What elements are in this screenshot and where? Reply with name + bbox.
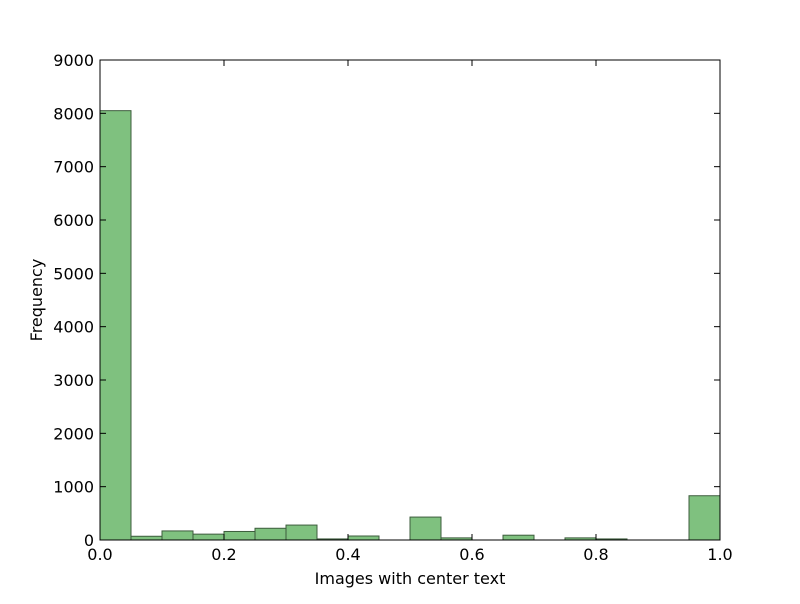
x-tick-label: 0.2 bbox=[211, 545, 236, 564]
histogram-bar bbox=[99, 110, 132, 541]
bars-group bbox=[99, 110, 721, 541]
histogram-bar bbox=[254, 527, 287, 541]
y-tick-label: 3000 bbox=[53, 371, 94, 390]
y-tick-label: 4000 bbox=[53, 318, 94, 337]
x-axis-label: Images with center text bbox=[315, 569, 506, 588]
histogram-bar bbox=[285, 524, 318, 541]
x-tick-label: 0.0 bbox=[87, 545, 112, 564]
histogram-bar bbox=[161, 530, 194, 541]
y-tick-label: 9000 bbox=[53, 51, 94, 70]
histogram-bar bbox=[409, 516, 442, 541]
x-tick-label: 0.8 bbox=[583, 545, 608, 564]
y-tick-label: 0 bbox=[84, 531, 94, 550]
histogram-bar bbox=[502, 534, 535, 541]
y-tick-label: 5000 bbox=[53, 264, 94, 283]
histogram-bar bbox=[223, 530, 256, 541]
y-axis-label: Frequency bbox=[27, 259, 46, 342]
y-tick-label: 8000 bbox=[53, 104, 94, 123]
x-tick-label: 0.4 bbox=[335, 545, 360, 564]
axes-frame bbox=[99, 59, 721, 541]
x-tick-label: 1.0 bbox=[707, 545, 732, 564]
y-tick-label: 1000 bbox=[53, 478, 94, 497]
histogram-bar bbox=[192, 533, 225, 541]
tick-labels-group: 0.0 0.2 0.4 0.6 0.8 1.0 0 1000 2000 3000 4000 5000 6… bbox=[53, 51, 732, 564]
histogram-bar bbox=[688, 495, 721, 541]
ticks-group bbox=[99, 59, 721, 541]
histogram-bar bbox=[130, 535, 163, 541]
y-tick-label: 7000 bbox=[53, 158, 94, 177]
y-tick-label: 2000 bbox=[53, 424, 94, 443]
histogram-bar bbox=[347, 535, 380, 541]
x-tick-label: 0.6 bbox=[459, 545, 484, 564]
y-tick-label: 6000 bbox=[53, 211, 94, 230]
